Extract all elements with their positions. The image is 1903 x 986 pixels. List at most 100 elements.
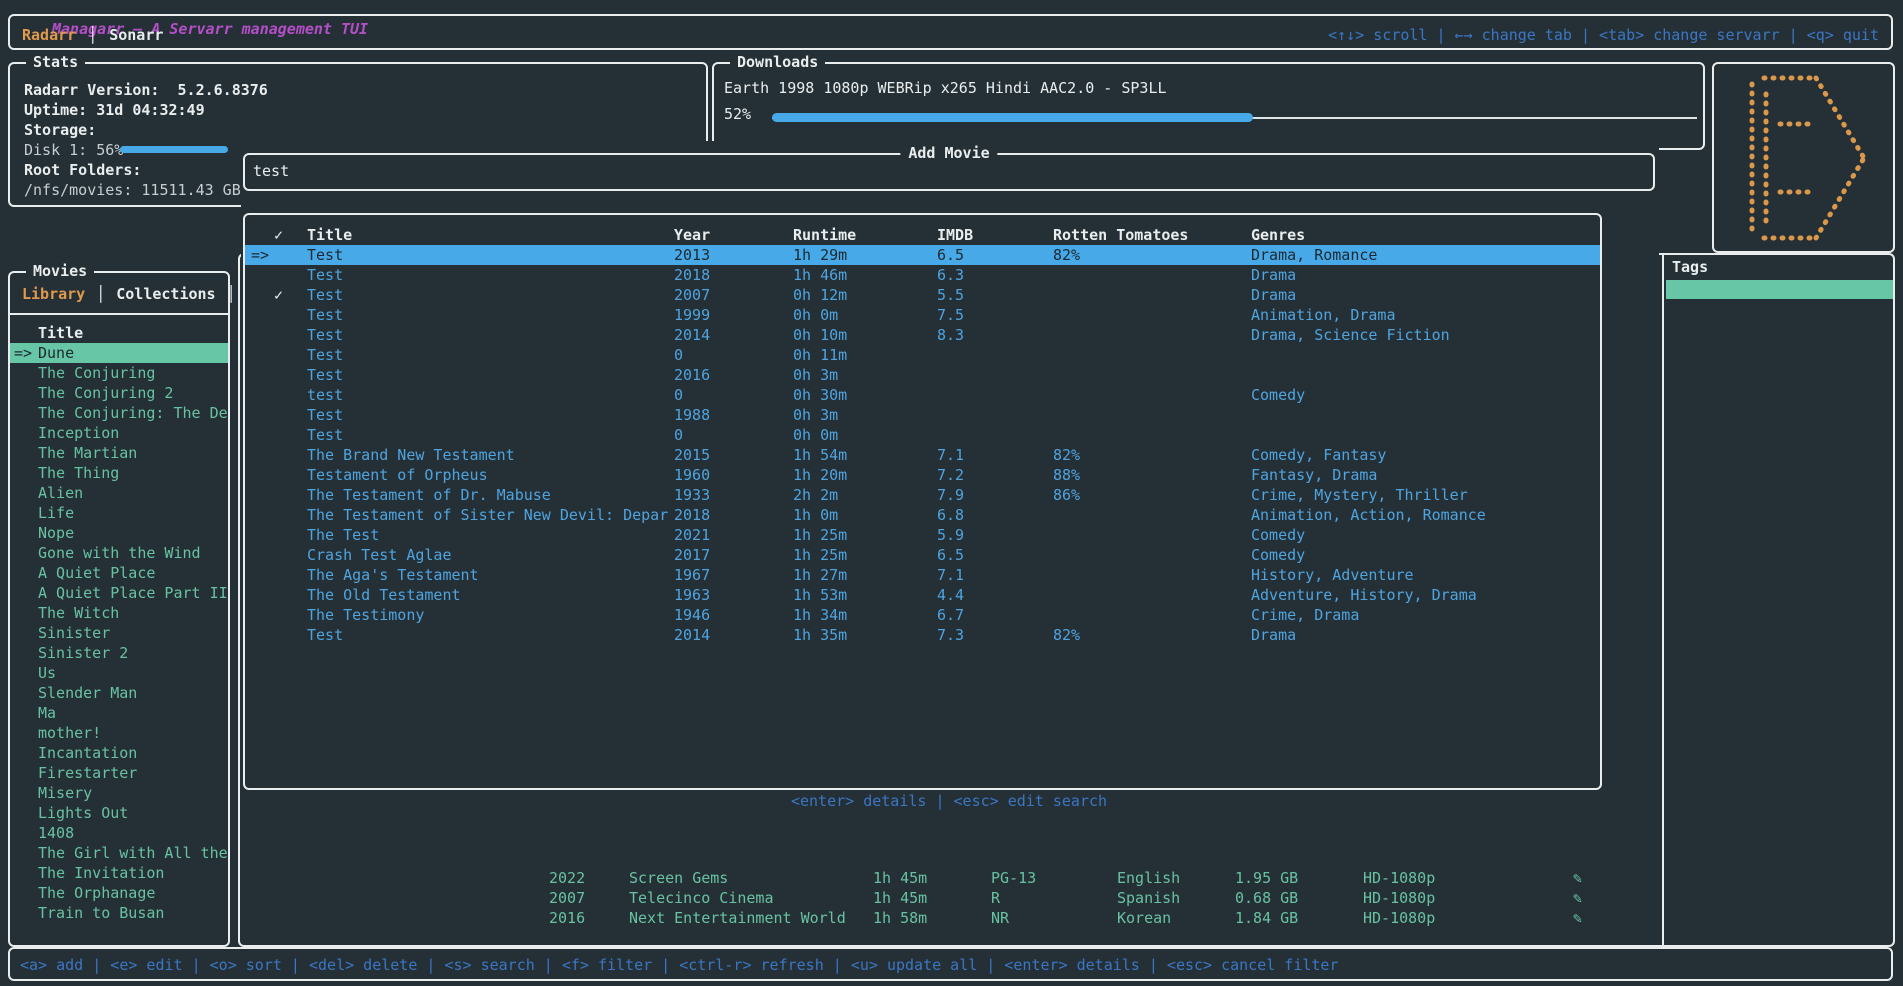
- tags-selected-row[interactable]: [1666, 280, 1893, 299]
- result-imdb: 6.5: [937, 246, 965, 264]
- movie-list-item[interactable]: Sinister 2: [10, 643, 228, 663]
- result-row[interactable]: The Testimony 1946 1h 34m 6.7 Crime, Dra…: [245, 605, 1600, 625]
- result-year: 1960: [674, 466, 711, 484]
- result-runtime: 0h 0m: [793, 426, 839, 444]
- movie-list-item[interactable]: Alien: [10, 483, 228, 503]
- result-year: 2017: [674, 546, 711, 564]
- result-row[interactable]: ✓ Test 2007 0h 12m 5.5 Drama: [245, 285, 1600, 305]
- result-year: 0: [674, 346, 684, 364]
- movie-list-item[interactable]: Life: [10, 503, 228, 523]
- result-genres: Animation, Drama: [1251, 306, 1396, 324]
- result-title: The Testament of Sister New Devil: Depar: [307, 506, 669, 524]
- result-year: 1999: [674, 306, 711, 324]
- result-row[interactable]: The Old Testament 1963 1h 53m 4.4 Advent…: [245, 585, 1600, 605]
- result-genres: Drama, Science Fiction: [1251, 326, 1450, 344]
- result-imdb: 5.9: [937, 526, 965, 544]
- result-row[interactable]: The Test 2021 1h 25m 5.9 Comedy: [245, 525, 1600, 545]
- result-row[interactable]: Test 2014 0h 10m 8.3 Drama, Science Fict…: [245, 325, 1600, 345]
- movie-list-item[interactable]: A Quiet Place Part II: [10, 583, 228, 603]
- result-runtime: 0h 12m: [793, 286, 848, 304]
- tab-radarr[interactable]: Radarr: [22, 26, 77, 44]
- result-title: The Testament of Dr. Mabuse: [307, 486, 551, 504]
- movie-list-item[interactable]: Us: [10, 663, 228, 683]
- movie-list-item[interactable]: => Dune: [10, 343, 228, 363]
- tab-separator: │: [88, 26, 98, 44]
- movie-list-item[interactable]: Slender Man: [10, 683, 228, 703]
- result-row[interactable]: Crash Test Aglae 2017 1h 25m 6.5 Comedy: [245, 545, 1600, 565]
- movie-title: Alien: [38, 484, 84, 502]
- result-row[interactable]: Test 2018 1h 46m 6.3 Drama: [245, 265, 1600, 285]
- movie-title: The Thing: [38, 464, 120, 482]
- result-imdb: 7.5: [937, 306, 965, 324]
- movie-list-item[interactable]: Misery: [10, 783, 228, 803]
- result-year: 1933: [674, 486, 711, 504]
- movie-list-item[interactable]: A Quiet Place: [10, 563, 228, 583]
- edit-icon[interactable]: ✎: [1573, 909, 1583, 927]
- tab-collections[interactable]: Collections: [116, 285, 216, 303]
- tab-sonarr[interactable]: Sonarr: [109, 26, 164, 44]
- add-movie-popup: Add Movie ✓ Title Year Runtime IMDB Rott…: [241, 141, 1659, 812]
- movie-list-item[interactable]: 1408: [10, 823, 228, 843]
- result-runtime: 0h 3m: [793, 366, 839, 384]
- result-row[interactable]: Test 1999 0h 0m 7.5 Animation, Drama: [245, 305, 1600, 325]
- movie-list-item[interactable]: The Girl with All the: [10, 843, 228, 863]
- movie-list-item[interactable]: The Invitation: [10, 863, 228, 883]
- movie-list-item[interactable]: Nope: [10, 523, 228, 543]
- movie-list-item[interactable]: Incantation: [10, 743, 228, 763]
- movie-list-item[interactable]: The Orphanage: [10, 883, 228, 903]
- movie-file-row[interactable]: 2022 Screen Gems 1h 45m PG-13 English 1.…: [0, 868, 1903, 888]
- movie-file-row[interactable]: 2016 Next Entertainment World 1h 58m NR …: [0, 908, 1903, 928]
- file-year: 2022: [549, 869, 586, 887]
- movie-file-row[interactable]: 2007 Telecinco Cinema 1h 45m R Spanish 0…: [0, 888, 1903, 908]
- movie-list-item[interactable]: The Witch: [10, 603, 228, 623]
- result-row[interactable]: Test 2016 0h 3m: [245, 365, 1600, 385]
- result-row[interactable]: test 0 0h 30m Comedy: [245, 385, 1600, 405]
- result-row[interactable]: Test 2014 1h 35m 7.3 82% Drama: [245, 625, 1600, 645]
- result-runtime: 1h 25m: [793, 526, 848, 544]
- movie-list-item[interactable]: Train to Busan: [10, 903, 228, 923]
- result-title: Test: [307, 266, 344, 284]
- downloads-panel-title: Downloads: [730, 53, 826, 71]
- movie-list-item[interactable]: The Conjuring: [10, 363, 228, 383]
- movie-list-item[interactable]: The Martian: [10, 443, 228, 463]
- result-row[interactable]: => Test 2013 1h 29m 6.5 82% Drama, Roman…: [245, 245, 1600, 265]
- footer-panel: <a> add | <e> edit | <o> sort | <del> de…: [8, 947, 1893, 981]
- result-row[interactable]: The Brand New Testament 2015 1h 54m 7.1 …: [245, 445, 1600, 465]
- search-input[interactable]: [253, 162, 1643, 180]
- result-row[interactable]: The Testament of Dr. Mabuse 1933 2h 2m 7…: [245, 485, 1600, 505]
- movie-title: mother!: [38, 724, 102, 742]
- movie-list-item[interactable]: Lights Out: [10, 803, 228, 823]
- movie-list-item[interactable]: Gone with the Wind: [10, 543, 228, 563]
- movie-title: The Conjuring 2: [38, 384, 174, 402]
- movie-list-item[interactable]: mother!: [10, 723, 228, 743]
- column-imdb: IMDB: [937, 226, 974, 244]
- edit-icon[interactable]: ✎: [1573, 889, 1583, 907]
- result-row[interactable]: Test 1988 0h 3m: [245, 405, 1600, 425]
- movie-list-item[interactable]: Sinister: [10, 623, 228, 643]
- edit-icon[interactable]: ✎: [1573, 869, 1583, 887]
- result-row[interactable]: Testament of Orpheus 1960 1h 20m 7.2 88%…: [245, 465, 1600, 485]
- result-runtime: 0h 10m: [793, 326, 848, 344]
- result-row[interactable]: Test 0 0h 0m: [245, 425, 1600, 445]
- result-row[interactable]: The Aga's Testament 1967 1h 27m 7.1 Hist…: [245, 565, 1600, 585]
- file-quality: HD-1080p: [1363, 869, 1436, 887]
- movie-title: The Girl with All the: [38, 844, 228, 862]
- tab-library[interactable]: Library: [22, 285, 86, 303]
- movie-list-item[interactable]: The Thing: [10, 463, 228, 483]
- movie-list-item[interactable]: Firestarter: [10, 763, 228, 783]
- movie-list-item[interactable]: Ma: [10, 703, 228, 723]
- movie-list-item[interactable]: The Conjuring 2: [10, 383, 228, 403]
- movie-title: The Conjuring: The De: [38, 404, 228, 422]
- selection-marker: =>: [14, 344, 33, 362]
- movie-title: A Quiet Place: [38, 564, 156, 582]
- results-header-row: ✓ Title Year Runtime IMDB Rotten Tomatoe…: [245, 225, 1600, 245]
- result-row[interactable]: The Testament of Sister New Devil: Depar…: [245, 505, 1600, 525]
- servarr-tabs: Radarr │ Sonarr: [22, 25, 163, 45]
- app-title: Managarr – A Servarr management TUI: [44, 20, 377, 38]
- movie-list-item[interactable]: Inception: [10, 423, 228, 443]
- result-imdb: 4.4: [937, 586, 965, 604]
- result-runtime: 1h 29m: [793, 246, 848, 264]
- result-row[interactable]: Test 0 0h 11m: [245, 345, 1600, 365]
- movie-list-item[interactable]: The Conjuring: The De: [10, 403, 228, 423]
- result-genres: Comedy: [1251, 386, 1306, 404]
